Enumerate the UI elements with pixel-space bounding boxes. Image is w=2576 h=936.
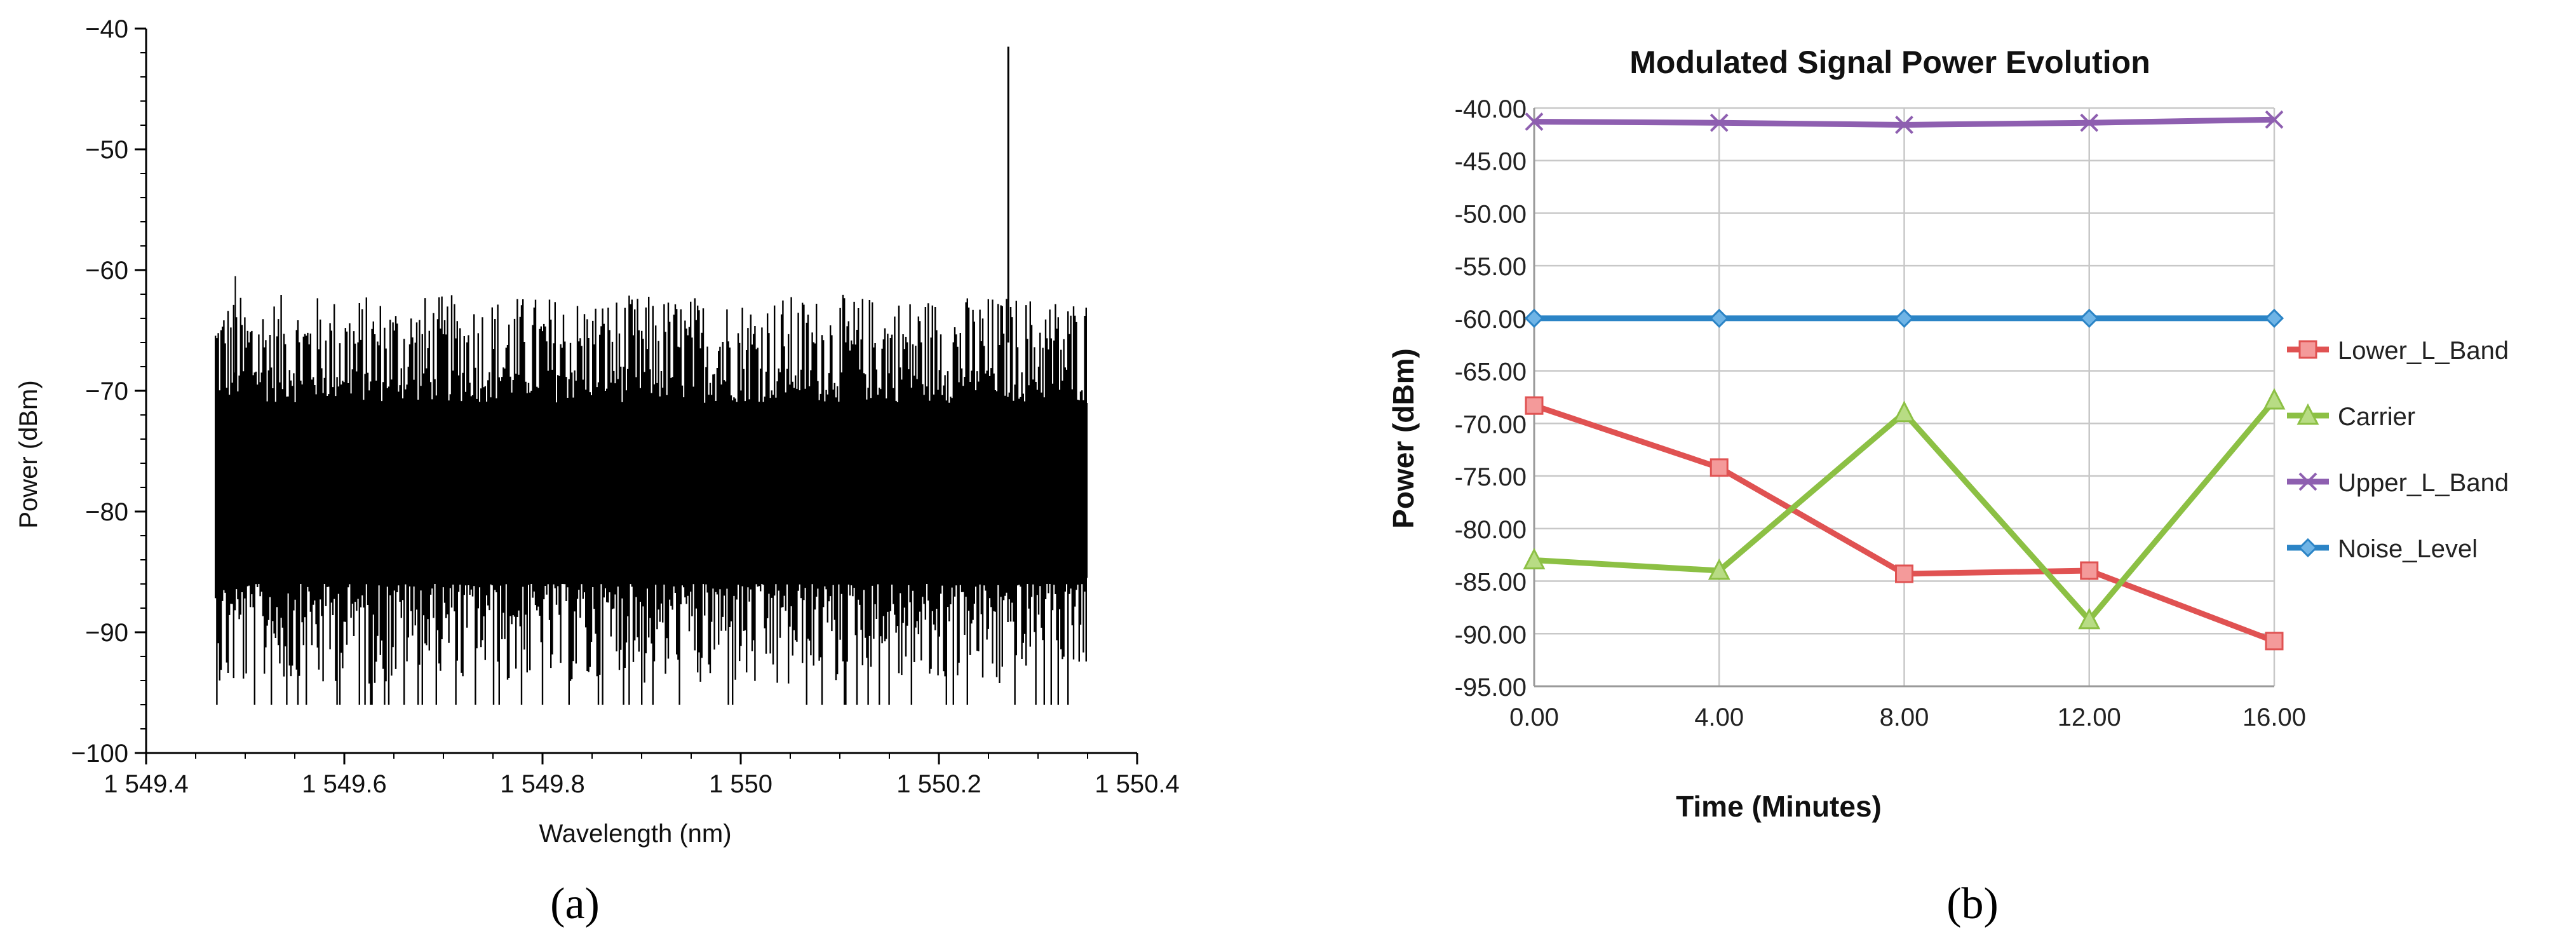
spectrum-axes: −100 −90 −80 −70 −60 −50 −40 1 549.4 1 549.6 1 54… bbox=[71, 15, 1180, 798]
legend-marker bbox=[2298, 472, 2317, 491]
data-point bbox=[2080, 113, 2099, 132]
data-point bbox=[2264, 308, 2284, 329]
legend-item-upper-l-band: Upper_L_Band bbox=[2287, 469, 2509, 497]
legend: Lower_L_Band Carrier Upper_L_Band Noise_Lev… bbox=[2287, 337, 2509, 563]
y-tick-label: −70 bbox=[85, 377, 128, 405]
legend-marker bbox=[2298, 538, 2318, 558]
x-tick-label: 1 549.4 bbox=[104, 770, 188, 798]
series-lower-l-band bbox=[1525, 396, 2284, 651]
marker-stroke bbox=[1895, 116, 1913, 134]
legend-marker bbox=[2296, 403, 2319, 425]
data-point bbox=[1709, 308, 1729, 329]
x-tick-label: 4.00 bbox=[1694, 703, 1744, 731]
y-tick-label: −40 bbox=[85, 15, 128, 43]
data-point bbox=[1525, 112, 1544, 131]
y-tick-label: -75.00 bbox=[1455, 463, 1527, 491]
data-point bbox=[2263, 388, 2286, 410]
legend-label: Lower_L_Band bbox=[2338, 337, 2509, 365]
data-point bbox=[1523, 548, 1546, 569]
y-tick-label: -85.00 bbox=[1455, 569, 1527, 597]
y-tick-label: -65.00 bbox=[1455, 358, 1527, 386]
x-tick-label: 16.00 bbox=[2242, 703, 2306, 731]
panel-b-caption: (b) bbox=[1946, 879, 1999, 928]
data-point bbox=[2080, 561, 2099, 580]
spectrum-trace bbox=[215, 294, 1087, 705]
x-tick-label: 1 549.6 bbox=[302, 770, 386, 798]
data-point bbox=[1895, 564, 1913, 583]
y-tick-label: −90 bbox=[85, 619, 128, 647]
legend-label: Carrier bbox=[2338, 403, 2415, 431]
y-tick-label: -45.00 bbox=[1455, 148, 1527, 176]
x-tick-label: 1 550.2 bbox=[896, 770, 981, 798]
series-carrier bbox=[1523, 388, 2286, 630]
data-point bbox=[2078, 607, 2101, 630]
y-tick-label: -70.00 bbox=[1455, 410, 1527, 438]
series-upper-l-band bbox=[1525, 110, 2284, 134]
x-tick-label: 8.00 bbox=[1880, 703, 1929, 731]
legend-item-noise-level: Noise_Level bbox=[2287, 535, 2478, 563]
signal-power-chart: Modulated Signal Power Evolution -95.00-… bbox=[1387, 44, 2509, 928]
series-noise-level bbox=[1524, 308, 2284, 329]
data-point bbox=[2265, 632, 2284, 651]
y-tick-label: −80 bbox=[85, 498, 128, 526]
data-point bbox=[2079, 308, 2099, 329]
data-point bbox=[2265, 110, 2284, 129]
data-point bbox=[1709, 113, 1729, 132]
marker-stroke bbox=[2080, 113, 2099, 132]
x-tick-label: 12.00 bbox=[2058, 703, 2121, 731]
y-tick-label: -40.00 bbox=[1455, 95, 1527, 123]
x-tick-label: 0.00 bbox=[1509, 703, 1559, 731]
signal-y-axis-title: Power (dBm) bbox=[1387, 348, 1420, 529]
data-point bbox=[1524, 308, 1544, 329]
spectrum-x-axis-title: Wavelength (nm) bbox=[539, 820, 731, 848]
panel-a-caption: (a) bbox=[550, 879, 600, 928]
y-tick-label: −50 bbox=[85, 136, 128, 164]
legend-label: Noise_Level bbox=[2338, 535, 2478, 563]
data-point bbox=[1893, 400, 1915, 423]
y-tick-label: -90.00 bbox=[1455, 621, 1527, 649]
y-tick-label: -60.00 bbox=[1455, 306, 1527, 334]
marker-stroke bbox=[1709, 113, 1729, 132]
data-point bbox=[1894, 308, 1914, 329]
x-tick-label: 1 550.4 bbox=[1095, 770, 1179, 798]
y-tick-label: -55.00 bbox=[1455, 253, 1527, 281]
legend-label: Upper_L_Band bbox=[2338, 469, 2509, 497]
spectrum-chart: −100 −90 −80 −70 −60 −50 −40 1 549.4 1 549.6 1 54… bbox=[15, 15, 1180, 928]
legend-marker bbox=[2298, 340, 2317, 359]
signal-axes: -95.00 -90.00 -85.00 -80.00 -75.00 -70.00 -65.… bbox=[1455, 95, 2306, 731]
marker-stroke bbox=[2265, 110, 2284, 129]
y-tick-label: −60 bbox=[85, 257, 128, 285]
y-tick-label: −100 bbox=[71, 740, 128, 768]
y-tick-label: -95.00 bbox=[1455, 674, 1527, 702]
spectrum-plot-area bbox=[215, 46, 1088, 705]
marker-stroke bbox=[2298, 472, 2317, 491]
signal-x-axis-title: Time (Minutes) bbox=[1676, 790, 1882, 823]
y-tick-label: -50.00 bbox=[1455, 200, 1527, 228]
data-point bbox=[1895, 116, 1913, 134]
y-tick-label: -80.00 bbox=[1455, 516, 1527, 544]
data-point bbox=[1525, 396, 1544, 415]
series-lines bbox=[1523, 110, 2286, 651]
chart-title: Modulated Signal Power Evolution bbox=[1629, 44, 2150, 80]
marker-stroke bbox=[1525, 112, 1544, 131]
legend-item-lower-l-band: Lower_L_Band bbox=[2287, 337, 2509, 365]
x-tick-label: 1 550 bbox=[709, 770, 772, 798]
x-tick-label: 1 549.8 bbox=[500, 770, 584, 798]
spectrum-y-axis-title: Power (dBm) bbox=[15, 380, 43, 528]
legend-item-carrier: Carrier bbox=[2287, 403, 2415, 431]
data-point bbox=[1709, 458, 1729, 477]
data-point bbox=[1708, 558, 1730, 580]
